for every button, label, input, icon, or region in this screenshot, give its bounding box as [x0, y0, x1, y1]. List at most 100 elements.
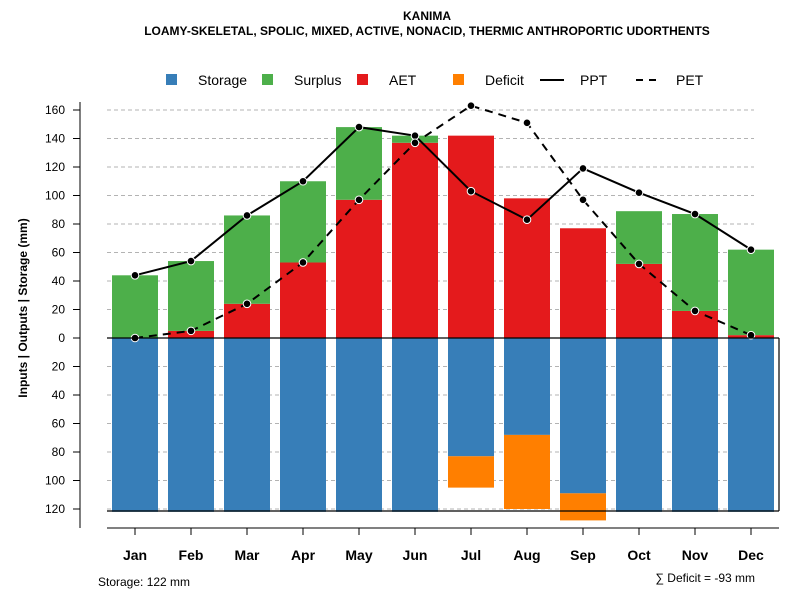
- y-tick-label: 140: [45, 132, 65, 146]
- aet-bar: [616, 263, 662, 338]
- legend-key-deficit: [453, 74, 464, 85]
- legend-key-surplus: [262, 74, 273, 85]
- ppt-point: [298, 176, 308, 186]
- surplus-bar: [224, 215, 270, 304]
- legend-key-aet: [357, 74, 368, 85]
- aet-bar: [224, 303, 270, 338]
- surplus-bar: [168, 261, 214, 331]
- pet-point: [578, 195, 588, 205]
- pet-point: [298, 258, 308, 267]
- pet-point: [186, 326, 196, 336]
- y-tick-label: 100: [45, 189, 65, 203]
- y-axis-label: Inputs | Outputs | Storage (mm): [16, 218, 30, 397]
- aet-bar: [560, 228, 606, 338]
- y-tick-label: 40: [52, 388, 66, 402]
- surplus-bar: [112, 275, 158, 338]
- legend-label-surplus: Surplus: [294, 72, 341, 88]
- ppt-point: [354, 122, 364, 132]
- point-layer: [130, 101, 756, 343]
- ppt-line: [134, 126, 752, 277]
- pet-point: [354, 195, 364, 205]
- storage-bar: [112, 338, 158, 512]
- bar-layer: [112, 127, 774, 521]
- storage-bar: [728, 338, 774, 512]
- aet-bar: [336, 199, 382, 338]
- storage-bar: [672, 338, 718, 512]
- ppt-point: [578, 164, 588, 173]
- chart-subtitle: LOAMY-SKELETAL, SPOLIC, MIXED, ACTIVE, N…: [144, 24, 710, 38]
- month-label-jan: Jan: [123, 547, 147, 563]
- month-label-feb: Feb: [179, 547, 204, 563]
- y-tick-label: 0: [58, 331, 65, 345]
- storage-bar: [616, 338, 662, 512]
- surplus-bar: [728, 249, 774, 336]
- aet-bar: [448, 135, 494, 338]
- ppt-point: [410, 131, 420, 140]
- chart-title: KANIMA: [403, 9, 451, 23]
- deficit-bar: [504, 434, 550, 509]
- pet-line: [134, 104, 752, 339]
- storage-bar: [504, 338, 550, 435]
- storage-bar: [224, 338, 270, 512]
- y-tick-label: 120: [45, 502, 65, 516]
- surplus-bar: [336, 127, 382, 200]
- month-label-mar: Mar: [235, 547, 260, 563]
- y-axis: 160 140 120 100 80 60 40 20 0 20 40 60 80 100 120: [45, 102, 81, 528]
- ppt-point: [186, 256, 196, 266]
- aet-bar: [280, 262, 326, 338]
- month-label-apr: Apr: [291, 547, 316, 563]
- line-layer: [134, 104, 752, 339]
- pet-point: [746, 330, 756, 340]
- y-tick-label: 20: [52, 360, 66, 374]
- y-tick-label: 80: [52, 217, 66, 231]
- ppt-point: [690, 209, 700, 219]
- y-tick-label: 60: [52, 246, 66, 260]
- month-label-sep: Sep: [570, 547, 596, 563]
- pet-point: [410, 138, 420, 148]
- storage-note: Storage: 122 mm: [98, 575, 190, 589]
- pet-point: [466, 101, 476, 111]
- surplus-bar: [616, 211, 662, 264]
- legend-label-storage: Storage: [198, 72, 247, 88]
- ppt-point: [466, 186, 476, 196]
- y-tick-label: 120: [45, 160, 65, 174]
- legend-label-aet: AET: [389, 72, 417, 88]
- aet-bar: [392, 142, 438, 338]
- y-tick-label: 160: [45, 103, 65, 117]
- storage-bar: [336, 338, 382, 512]
- y-tick-label: 60: [52, 417, 66, 431]
- pet-point: [634, 259, 644, 269]
- y-tick-label: 80: [52, 445, 66, 459]
- deficit-bar: [448, 456, 494, 488]
- storage-bar: [280, 338, 326, 512]
- legend-key-storage: [166, 74, 177, 85]
- chart-legend: Storage Surplus AET Deficit PPT PET: [166, 72, 704, 88]
- storage-bar: [168, 338, 214, 512]
- legend-label-deficit: Deficit: [485, 72, 524, 88]
- storage-bar: [560, 338, 606, 494]
- month-label-may: May: [345, 547, 372, 563]
- month-label-aug: Aug: [513, 547, 540, 563]
- pet-point: [242, 299, 252, 309]
- y-tick-label: 100: [45, 474, 65, 488]
- storage-bar: [392, 338, 438, 512]
- y-tick-label: 20: [52, 303, 66, 317]
- deficit-bar: [560, 493, 606, 521]
- aet-bar: [672, 310, 718, 338]
- ppt-point: [522, 215, 532, 225]
- storage-bar: [448, 338, 494, 457]
- month-label-oct: Oct: [627, 547, 651, 563]
- pet-point: [522, 118, 532, 128]
- month-label-nov: Nov: [682, 547, 709, 563]
- ppt-point: [242, 211, 252, 220]
- y-tick-label: 40: [52, 274, 66, 288]
- month-label-jul: Jul: [461, 547, 481, 563]
- ppt-point: [746, 245, 756, 254]
- deficit-note: ∑ Deficit = -93 mm: [655, 571, 755, 585]
- x-axis: Jan Feb Mar Apr May Jun Jul Aug Sep Oct Nov Dec: [107, 527, 779, 563]
- month-label-jun: Jun: [403, 547, 428, 563]
- legend-label-pet: PET: [676, 72, 704, 88]
- surplus-bar: [672, 214, 718, 311]
- ppt-point: [634, 188, 644, 197]
